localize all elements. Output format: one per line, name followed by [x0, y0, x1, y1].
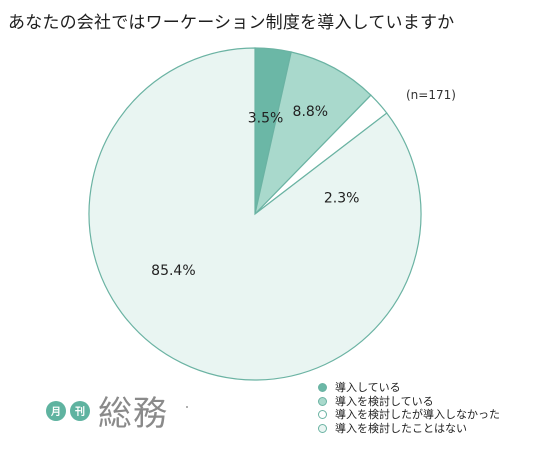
slice-label-0: 3.5% — [248, 110, 284, 126]
legend-swatch-2 — [318, 410, 327, 420]
legend-item: 導入を検討したが導入しなかった — [318, 408, 500, 422]
legend-swatch-3 — [318, 423, 327, 433]
pie-slice-1 — [253, 51, 372, 216]
pie-labels: 3.5% 8.8% 2.3% 85.4% — [151, 104, 359, 279]
logo-badge-publication: 刊 — [70, 400, 90, 421]
legend-item: 導入を検討している — [318, 395, 500, 409]
legend-label: 導入を検討している — [335, 394, 434, 408]
publisher-logo: 月 刊 総務 — [46, 386, 168, 435]
logo-wordmark: 総務 — [98, 394, 168, 434]
legend: 導入している 導入を検討している 導入を検討したが導入しなかった 導入を検討した… — [318, 381, 500, 435]
pie-slice-3 — [88, 47, 422, 381]
slice-label-3: 85.4% — [151, 263, 195, 279]
legend-label: 導入を検討したが導入しなかった — [335, 408, 500, 421]
legend-label: 導入している — [335, 381, 401, 394]
legend-swatch-0 — [318, 383, 327, 393]
slice-label-1: 8.8% — [293, 104, 329, 120]
pie-slices — [88, 47, 422, 381]
legend-swatch-1 — [318, 396, 327, 406]
slice-label-2: 2.3% — [324, 191, 360, 207]
legend-item: 導入している — [318, 381, 500, 395]
legend-label: 導入を検討したことはない — [335, 421, 467, 435]
logo-badge-month: 月 — [46, 400, 66, 421]
legend-item: 導入を検討したことはない — [318, 422, 500, 436]
sample-size: (n=171) — [406, 88, 456, 102]
chart-title: あなたの会社ではワーケーション制度を導入していますか — [8, 13, 455, 33]
decorative-dot — [186, 406, 188, 408]
